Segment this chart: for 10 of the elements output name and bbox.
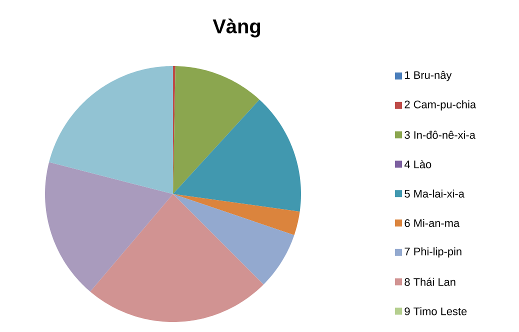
- legend-label: 8 Thái Lan: [404, 278, 456, 286]
- legend-label: 3 In-đô-nê-xi-a: [404, 130, 476, 139]
- legend-label: 7 Phi-lip-pin: [404, 247, 462, 258]
- legend-label: 6 Mi-an-ma: [404, 218, 460, 228]
- legend-label: 4 Lào: [404, 160, 432, 168]
- legend-label: 2 Cam-pu-chia: [404, 100, 476, 111]
- legend-label: 1 Bru-nây: [405, 70, 452, 82]
- legend-label: 9 Timo Leste: [404, 307, 467, 316]
- chart-title: Vàng: [212, 18, 260, 38]
- legend-label: 5 Ma-lai-xi-a: [404, 190, 464, 198]
